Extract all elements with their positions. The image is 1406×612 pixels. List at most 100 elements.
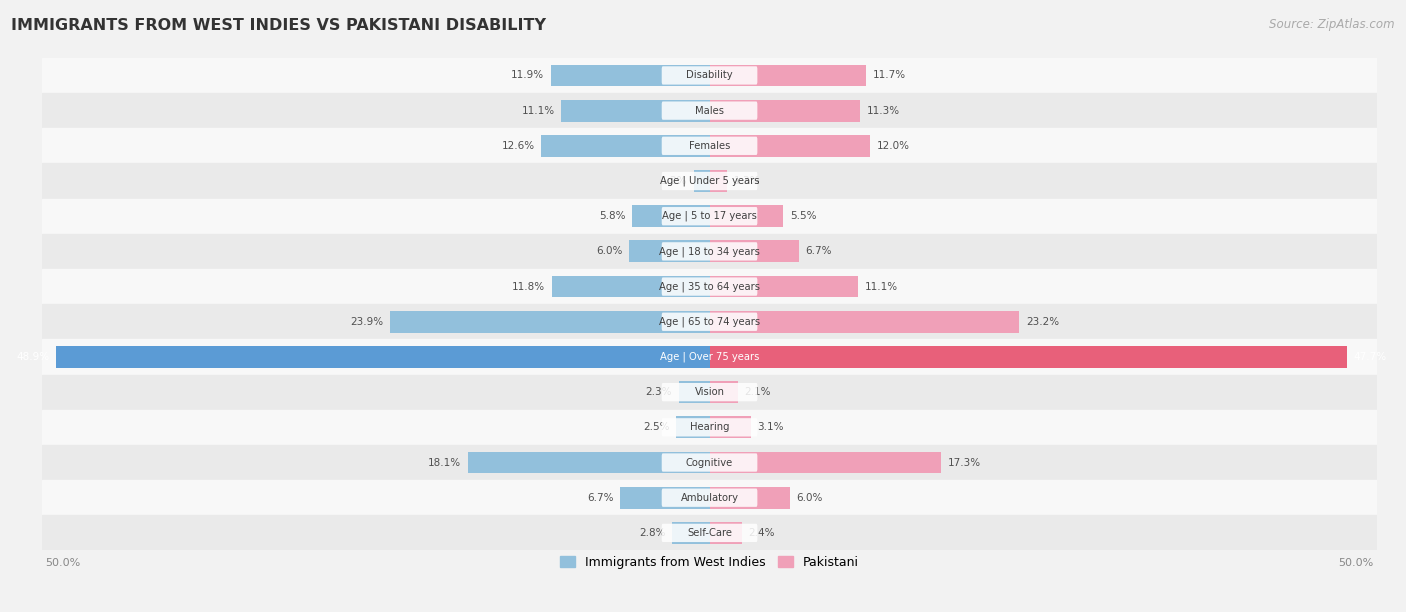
Text: Females: Females [689,141,730,151]
Bar [468,452,710,474]
Text: 23.9%: 23.9% [350,317,384,327]
Bar [42,340,1378,375]
Text: 11.1%: 11.1% [522,106,554,116]
Text: 23.2%: 23.2% [1026,317,1059,327]
Text: Self-Care: Self-Care [688,528,733,538]
Text: 18.1%: 18.1% [427,458,461,468]
Text: 6.0%: 6.0% [596,247,623,256]
Bar [710,311,1019,333]
Bar [710,452,941,474]
Bar [710,275,858,297]
Bar [42,445,1378,480]
Text: 47.7%: 47.7% [1354,352,1386,362]
Text: Age | 18 to 34 years: Age | 18 to 34 years [659,246,761,256]
Text: 1.3%: 1.3% [734,176,761,186]
Bar [710,205,783,227]
Text: 2.3%: 2.3% [645,387,672,397]
Text: 12.0%: 12.0% [876,141,910,151]
Text: 6.7%: 6.7% [806,247,832,256]
FancyBboxPatch shape [662,277,758,296]
Bar [630,241,710,263]
Text: Age | 35 to 64 years: Age | 35 to 64 years [659,282,761,292]
Bar [42,269,1378,304]
FancyBboxPatch shape [662,524,758,542]
Bar [42,480,1378,515]
Text: 2.5%: 2.5% [643,422,669,432]
Text: Source: ZipAtlas.com: Source: ZipAtlas.com [1270,18,1395,31]
Text: 6.0%: 6.0% [796,493,823,502]
Text: Males: Males [695,106,724,116]
Text: Age | Over 75 years: Age | Over 75 years [659,352,759,362]
Bar [42,163,1378,199]
FancyBboxPatch shape [662,488,758,507]
Bar [42,58,1378,93]
Bar [42,199,1378,234]
Text: 50.0%: 50.0% [45,558,80,568]
FancyBboxPatch shape [662,207,758,225]
Bar [710,135,870,157]
Text: 11.3%: 11.3% [868,106,900,116]
Text: 2.8%: 2.8% [638,528,665,538]
Legend: Immigrants from West Indies, Pakistani: Immigrants from West Indies, Pakistani [555,551,865,574]
Bar [676,416,710,438]
Bar [693,170,710,192]
Bar [42,234,1378,269]
Text: 48.9%: 48.9% [17,352,49,362]
Text: Age | 65 to 74 years: Age | 65 to 74 years [659,316,761,327]
FancyBboxPatch shape [662,172,758,190]
Text: Age | Under 5 years: Age | Under 5 years [659,176,759,186]
Bar [710,346,1347,368]
Bar [42,515,1378,551]
FancyBboxPatch shape [662,242,758,261]
Bar [553,275,710,297]
Text: 17.3%: 17.3% [948,458,980,468]
Bar [620,487,710,509]
Bar [672,522,710,544]
Bar [710,64,866,86]
Bar [710,100,860,122]
Bar [42,375,1378,410]
Text: Vision: Vision [695,387,724,397]
Bar [541,135,710,157]
Text: Disability: Disability [686,70,733,80]
Bar [42,93,1378,129]
Bar [551,64,710,86]
Text: Hearing: Hearing [690,422,730,432]
FancyBboxPatch shape [662,136,758,155]
Text: 5.8%: 5.8% [599,211,626,221]
Text: Ambulatory: Ambulatory [681,493,738,502]
Text: 6.7%: 6.7% [586,493,613,502]
Text: 11.9%: 11.9% [510,70,544,80]
Text: Age | 5 to 17 years: Age | 5 to 17 years [662,211,756,222]
Text: 2.1%: 2.1% [744,387,770,397]
Bar [710,170,727,192]
Bar [42,410,1378,445]
Bar [42,304,1378,340]
FancyBboxPatch shape [662,453,758,472]
FancyBboxPatch shape [662,383,758,401]
Text: 11.8%: 11.8% [512,282,546,291]
FancyBboxPatch shape [662,313,758,331]
Bar [42,129,1378,163]
Text: Cognitive: Cognitive [686,458,733,468]
Bar [391,311,710,333]
Bar [679,381,710,403]
Bar [710,522,741,544]
Bar [710,381,738,403]
Text: 3.1%: 3.1% [758,422,785,432]
Text: 1.2%: 1.2% [661,176,686,186]
Bar [710,241,799,263]
Bar [710,416,751,438]
Text: 5.5%: 5.5% [790,211,817,221]
Bar [710,487,790,509]
Text: 50.0%: 50.0% [1339,558,1374,568]
Bar [561,100,710,122]
FancyBboxPatch shape [662,66,758,84]
Text: 2.4%: 2.4% [748,528,775,538]
Bar [633,205,710,227]
Text: 11.7%: 11.7% [873,70,905,80]
Bar [56,346,710,368]
Text: 11.1%: 11.1% [865,282,897,291]
FancyBboxPatch shape [662,102,758,120]
Text: 12.6%: 12.6% [502,141,534,151]
